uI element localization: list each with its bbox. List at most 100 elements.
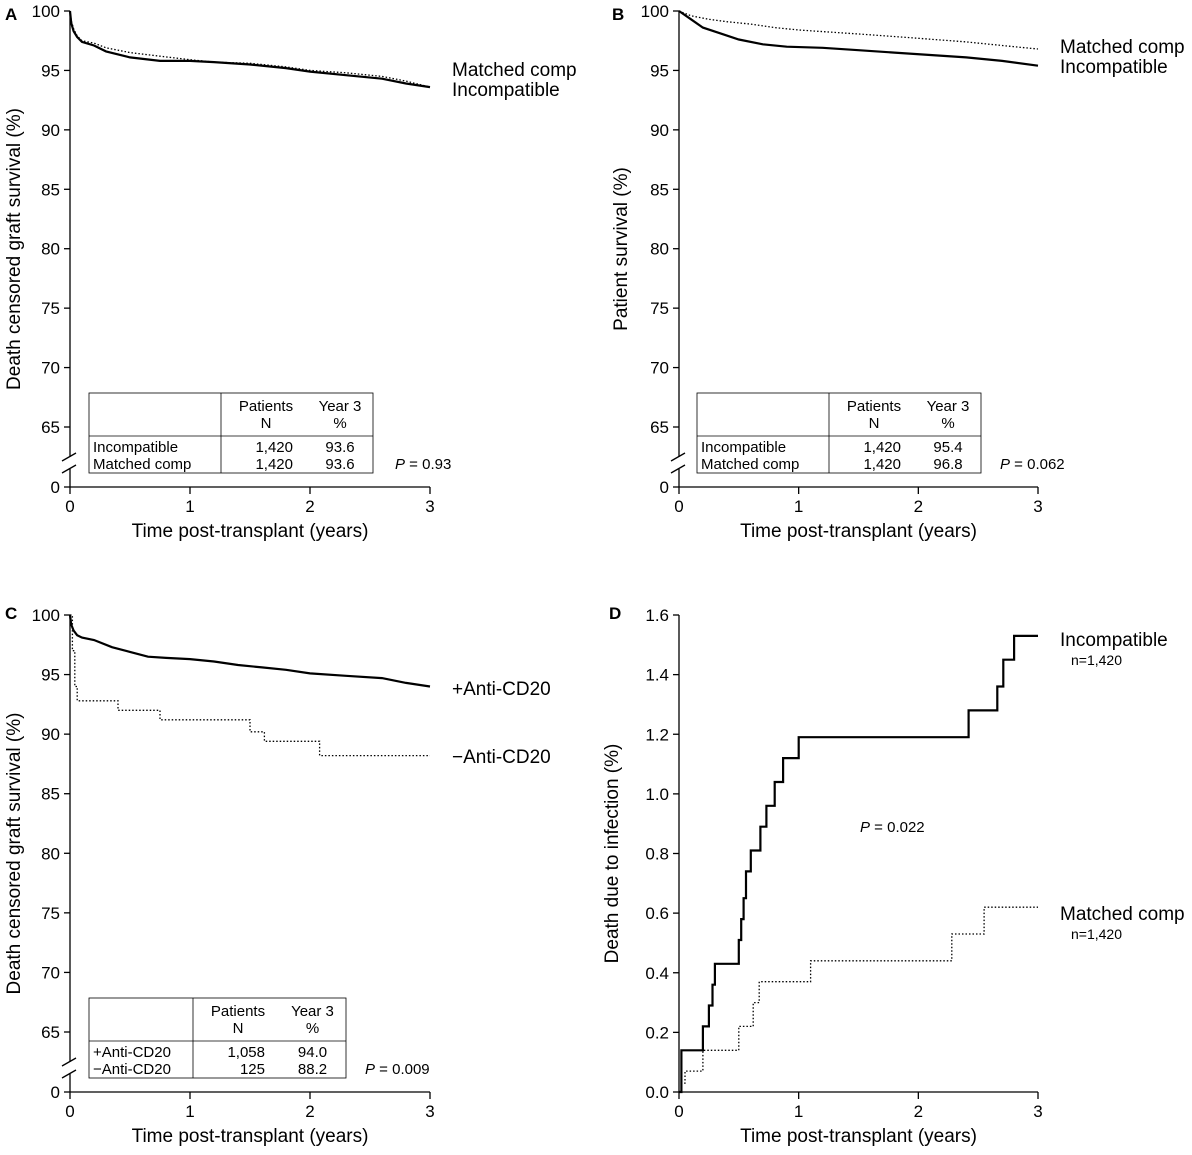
y-tick-label: 0.6: [645, 904, 669, 923]
y-tick-label: 85: [41, 785, 60, 804]
p-value-letter: P: [365, 1061, 375, 1078]
y-tick-label: 65: [41, 418, 60, 437]
x-tick-label: 2: [914, 1102, 923, 1121]
series-label: Incompatible: [1060, 57, 1168, 78]
series-line-dotted: [678, 10, 1039, 50]
y-tick-label-zero: 0: [660, 478, 669, 497]
y-tick-label: 90: [41, 725, 60, 744]
axis-break-mark: [61, 464, 77, 474]
series-label: −Anti-CD20: [452, 747, 551, 768]
x-axis-title: Time post-transplant (years): [740, 1126, 977, 1147]
p-value-letter: P: [395, 456, 405, 473]
table-border: [696, 392, 982, 474]
x-tick-label: 3: [425, 497, 434, 516]
table-header: %: [333, 415, 346, 432]
x-tick-label: 0: [674, 1102, 683, 1121]
table-cell-n: 125: [240, 1061, 265, 1078]
p-value-number: = 0.022: [870, 819, 925, 836]
table-header: N: [869, 415, 880, 432]
p-value: P = 0.062: [1000, 456, 1065, 473]
p-value-letter: P: [860, 819, 870, 836]
series-label: Matched comp: [1060, 904, 1185, 925]
y-tick-label-zero: 0: [51, 1083, 60, 1102]
table-cell-n: 1,420: [255, 456, 293, 473]
table-header: Year 3: [291, 1003, 334, 1020]
y-axis-title: Death due to infection (%): [602, 744, 623, 964]
panel-letter: A: [5, 5, 17, 24]
axis-break-mark: [61, 1069, 77, 1079]
table-header: N: [261, 415, 272, 432]
table-cell-n: 1,420: [255, 439, 293, 456]
axis-break-mark: [61, 452, 77, 462]
x-tick-label: 3: [1033, 497, 1042, 516]
table-row-label: Incompatible: [701, 439, 786, 456]
series-label: Incompatible: [1060, 630, 1168, 651]
y-tick-label: 1.2: [645, 725, 669, 744]
y-tick-label: 0.0: [645, 1083, 669, 1102]
panel-letter: C: [5, 604, 17, 623]
series-line-solid: [679, 634, 1038, 1094]
table-header: Year 3: [319, 398, 362, 415]
series-label: Matched comp: [452, 60, 577, 81]
series-line-solid: [68, 614, 431, 688]
table-cell-n: 1,420: [863, 456, 901, 473]
y-tick-label: 95: [650, 61, 669, 80]
panel-letter: B: [612, 5, 624, 24]
y-tick-label: 90: [650, 121, 669, 140]
table-row-label: Matched comp: [701, 456, 799, 473]
series-label: Matched comp: [1060, 37, 1185, 58]
y-axis-title: Death censored graft survival (%): [4, 108, 25, 390]
x-tick-label: 0: [65, 497, 74, 516]
x-tick-label: 1: [794, 497, 803, 516]
x-tick-label: 2: [305, 1102, 314, 1121]
series-n-label: n=1,420: [1071, 652, 1122, 668]
series-line-dotted: [69, 10, 431, 88]
p-value: P = 0.022: [860, 819, 925, 836]
table-header: Patients: [847, 398, 901, 415]
series-line-solid: [68, 10, 431, 89]
p-value-number: = 0.062: [1010, 456, 1065, 473]
table-header: %: [941, 415, 954, 432]
y-tick-label: 80: [650, 240, 669, 259]
series-line-dotted: [679, 906, 1038, 1093]
x-tick-label: 3: [1033, 1102, 1042, 1121]
table-row-label: Incompatible: [93, 439, 178, 456]
series-n-label: n=1,420: [1071, 926, 1122, 942]
y-tick-label: 1.0: [645, 785, 669, 804]
table-cell-pct: 93.6: [325, 456, 354, 473]
y-tick-label: 70: [41, 359, 60, 378]
y-tick-label: 100: [32, 606, 60, 625]
summary-table: Patients Year 3 N % Incompatible 1,420 93.6 Mat…: [88, 392, 374, 474]
panel-b: B 65 70 75 80 85 90 95 100 00 1 2 3 Time post-transpl…: [611, 2, 1185, 542]
y-tick-label: 70: [650, 359, 669, 378]
x-tick-label: 1: [794, 1102, 803, 1121]
table-cell-pct: 88.2: [298, 1061, 327, 1078]
summary-table: Patients Year 3 N % Incompatible 1,420 95.4 Mat…: [696, 392, 982, 474]
y-tick-label: 0.4: [645, 964, 669, 983]
table-row-label: +Anti-CD20: [93, 1044, 171, 1061]
y-tick-label: 85: [650, 180, 669, 199]
table-cell-n: 1,058: [227, 1044, 265, 1061]
p-value-number: = 0.009: [375, 1061, 430, 1078]
y-axis-title: Patient survival (%): [611, 167, 632, 331]
p-value: P = 0.93: [395, 456, 451, 473]
x-tick-label: 1: [185, 1102, 194, 1121]
table-header: Patients: [211, 1003, 265, 1020]
table-header: Patients: [239, 398, 293, 415]
axis-break-mark: [670, 464, 686, 474]
y-tick-label: 95: [41, 666, 60, 685]
series-line-solid: [678, 10, 1039, 67]
table-cell-pct: 94.0: [298, 1044, 327, 1061]
x-tick-label: 2: [305, 497, 314, 516]
table-header: Year 3: [927, 398, 970, 415]
y-tick-label: 95: [41, 61, 60, 80]
y-tick-label: 1.6: [645, 606, 669, 625]
series-label: +Anti-CD20: [452, 679, 551, 700]
y-tick-label: 85: [41, 180, 60, 199]
y-tick-label: 0.2: [645, 1023, 669, 1042]
y-tick-label: 100: [641, 2, 669, 21]
y-tick-label: 75: [650, 299, 669, 318]
panel-a: A 65 70 75 80 85 90 95 100 00 1 2 3 Time post-transpl…: [4, 2, 577, 542]
y-tick-label: 75: [41, 904, 60, 923]
